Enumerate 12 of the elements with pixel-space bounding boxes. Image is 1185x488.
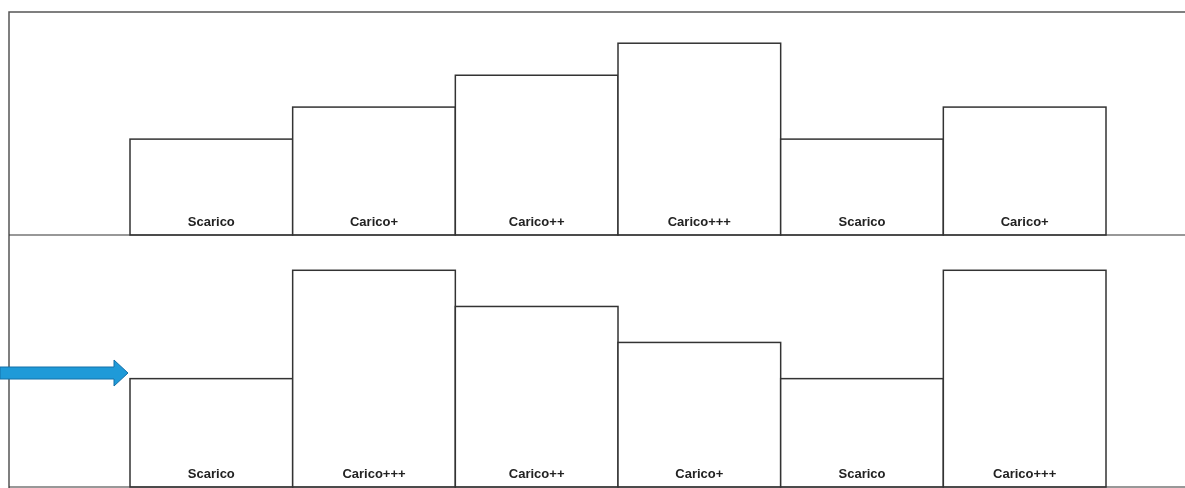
x-tick-label: Carico+++ xyxy=(342,466,407,481)
x-tick-label: Scarico xyxy=(187,214,235,229)
x-tick-label: Carico++ xyxy=(508,466,565,481)
x-tick-label: Scarico xyxy=(838,466,886,481)
x-tick-label: Carico+ xyxy=(675,466,724,481)
x-tick-label: Carico++ xyxy=(508,214,565,229)
x-tick-label: Scarico xyxy=(187,466,235,481)
x-tick-label: Carico+ xyxy=(1000,214,1050,229)
x-tick-label: Carico+ xyxy=(349,214,399,229)
x-tick-label: Carico+++ xyxy=(667,214,732,229)
x-tick-label: Carico+++ xyxy=(993,466,1057,481)
x-tick-label: Scarico xyxy=(838,214,886,229)
